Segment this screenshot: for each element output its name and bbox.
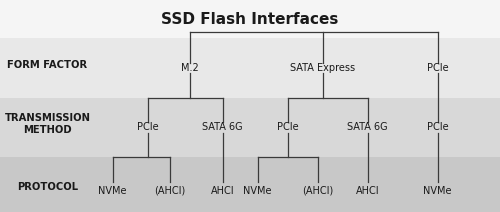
Bar [0,0,500,38]
Text: PROTOCOL: PROTOCOL [17,181,78,192]
Text: NVMe: NVMe [243,186,272,196]
Text: SATA Express: SATA Express [290,63,355,73]
Text: AHCI: AHCI [210,186,234,196]
Bar [0,98,500,157]
Text: PCIe: PCIe [276,122,298,132]
Text: (AHCI): (AHCI) [154,186,186,196]
Bar [0,157,500,212]
Bar [0,38,500,98]
Text: SATA 6G: SATA 6G [202,122,243,132]
Text: PCIe: PCIe [136,122,158,132]
Text: (AHCI): (AHCI) [302,186,333,196]
Text: TRANSMISSION
METHOD: TRANSMISSION METHOD [4,113,90,135]
Text: AHCI: AHCI [356,186,380,196]
Text: PCIe: PCIe [426,63,448,73]
Text: PCIe: PCIe [426,122,448,132]
Text: NVMe: NVMe [423,186,452,196]
Text: SATA 6G: SATA 6G [347,122,388,132]
Text: SSD Flash Interfaces: SSD Flash Interfaces [162,12,338,27]
Text: FORM FACTOR: FORM FACTOR [8,60,87,70]
Text: M.2: M.2 [181,63,199,73]
Text: NVMe: NVMe [98,186,127,196]
